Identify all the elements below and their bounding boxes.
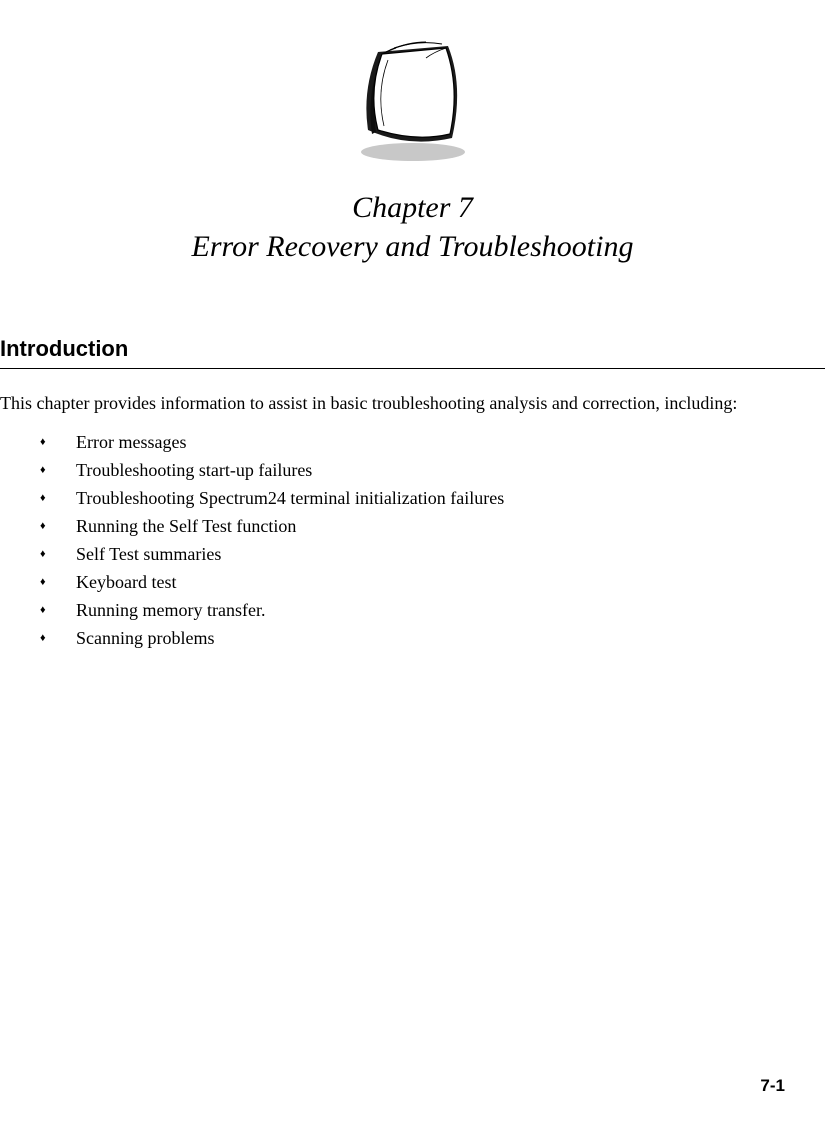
list-item: Error messages bbox=[40, 429, 825, 457]
section-heading: Introduction bbox=[0, 336, 825, 362]
list-item: Troubleshooting Spectrum24 terminal init… bbox=[40, 485, 825, 513]
list-item: Running the Self Test function bbox=[40, 513, 825, 541]
intro-paragraph: This chapter provides information to ass… bbox=[0, 391, 825, 415]
book-icon bbox=[338, 30, 488, 170]
chapter-title: Error Recovery and Troubleshooting bbox=[0, 227, 825, 266]
list-item: Self Test summaries bbox=[40, 541, 825, 569]
chapter-number: Chapter 7 bbox=[0, 188, 825, 227]
list-item: Scanning problems bbox=[40, 625, 825, 653]
section-rule bbox=[0, 368, 825, 369]
list-item: Running memory transfer. bbox=[40, 597, 825, 625]
chapter-heading-block: Chapter 7 Error Recovery and Troubleshoo… bbox=[0, 188, 825, 266]
bullet-list: Error messages Troubleshooting start-up … bbox=[0, 429, 825, 652]
list-item: Keyboard test bbox=[40, 569, 825, 597]
page-number: 7-1 bbox=[760, 1076, 785, 1096]
list-item: Troubleshooting start-up failures bbox=[40, 457, 825, 485]
